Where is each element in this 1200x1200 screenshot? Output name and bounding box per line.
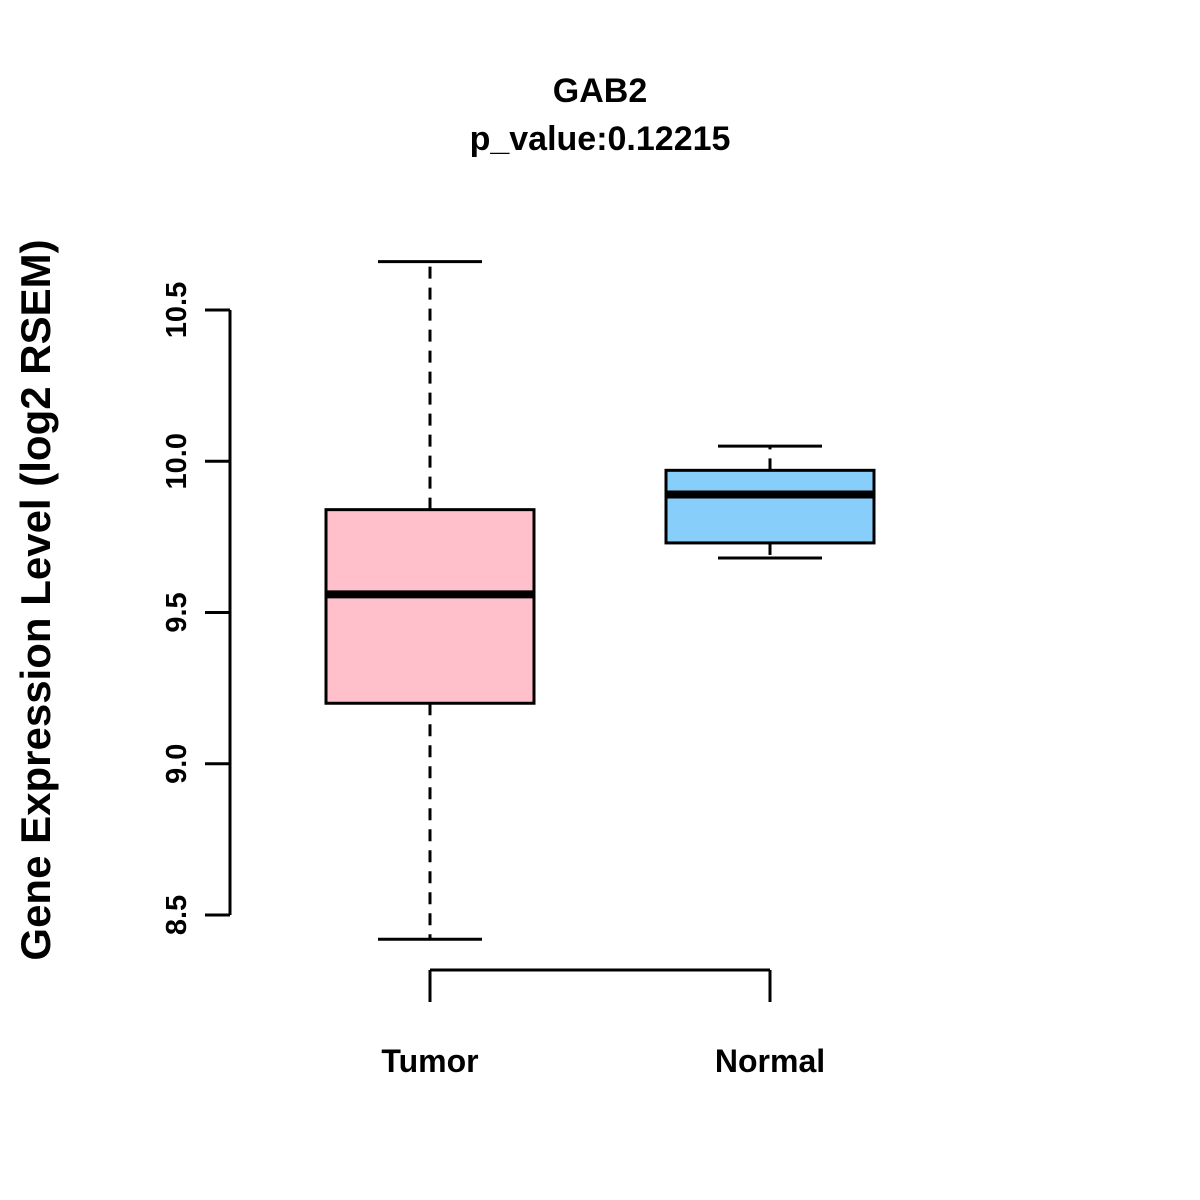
x-axis-label-normal: Normal bbox=[715, 1043, 825, 1079]
chart-subtitle: p_value:0.12215 bbox=[469, 120, 731, 158]
y-axis-tick-label: 10.5 bbox=[161, 282, 193, 338]
y-axis-tick-label: 9.0 bbox=[161, 744, 193, 784]
chart-title: GAB2 bbox=[552, 72, 648, 110]
x-axis-label-tumor: Tumor bbox=[381, 1043, 478, 1079]
box-tumor bbox=[324, 508, 536, 705]
y-axis-tick-label: 10.0 bbox=[161, 433, 193, 489]
y-axis-tick-label: 9.5 bbox=[161, 592, 193, 632]
y-axis-tick-label: 8.5 bbox=[161, 895, 193, 935]
box-normal bbox=[664, 468, 876, 545]
